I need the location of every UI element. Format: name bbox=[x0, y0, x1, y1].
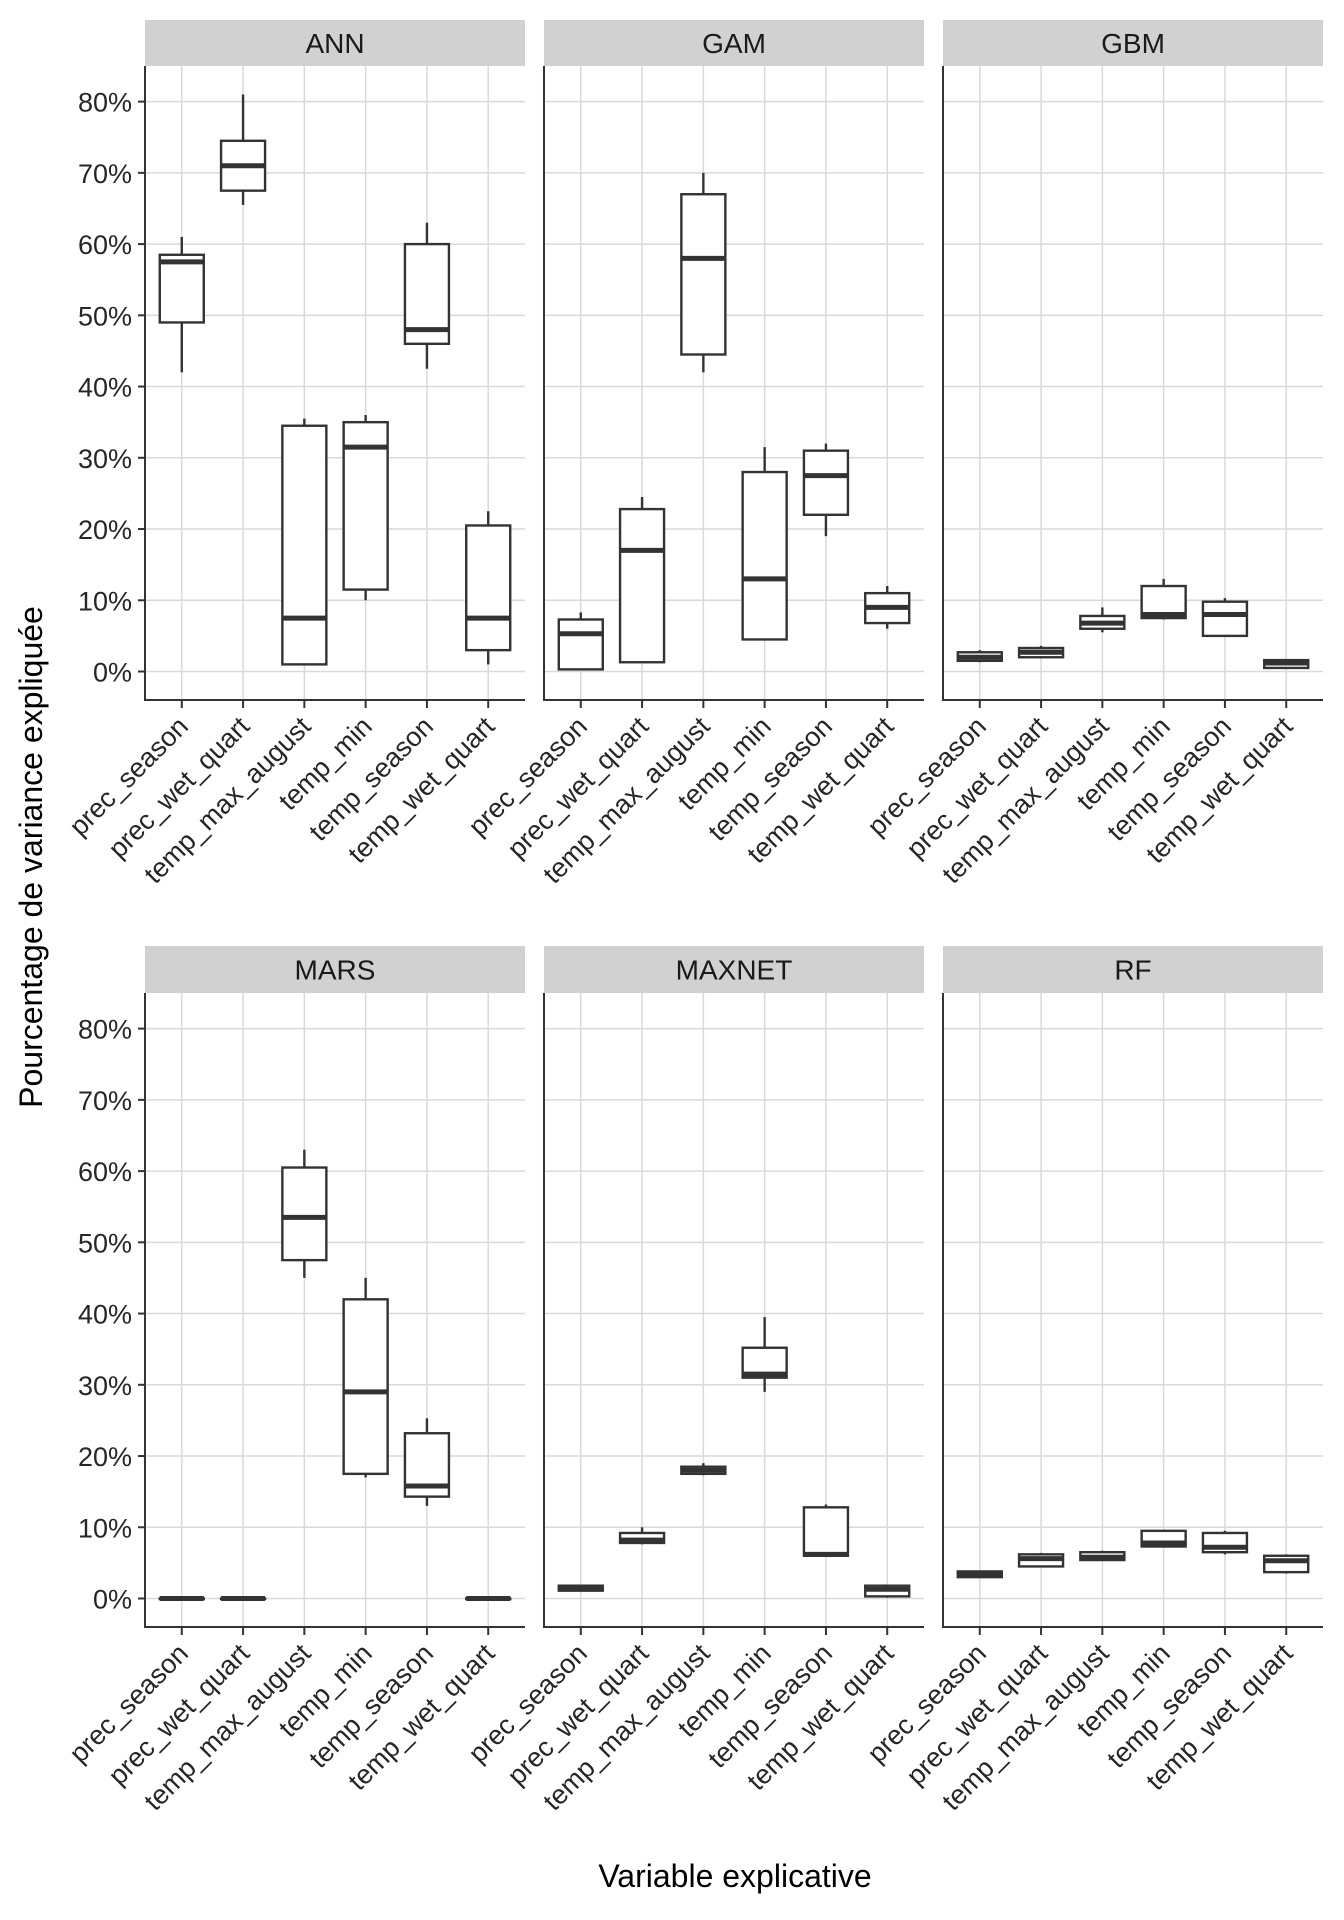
y-axis-title: Pourcentage de variance expliquée bbox=[13, 606, 49, 1108]
box-ann-temp-min bbox=[342, 420, 389, 591]
y-tick-label-mars-8: 80% bbox=[78, 1015, 132, 1045]
box-gam-prec-season bbox=[557, 618, 604, 671]
y-tick-label-mars-6: 60% bbox=[78, 1157, 132, 1187]
facet-title-gam: GAM bbox=[702, 28, 766, 59]
box-rf-temp-wet-quart bbox=[1263, 1554, 1310, 1574]
y-tick-label-ann-3: 30% bbox=[78, 444, 132, 474]
x-axis-title: Variable explicative bbox=[598, 1858, 871, 1894]
facet-title-rf: RF bbox=[1114, 955, 1151, 986]
box-gbm-temp-season bbox=[1201, 600, 1249, 638]
facet-strip-gbm bbox=[943, 20, 1323, 66]
y-tick-label-mars-2: 20% bbox=[78, 1442, 132, 1472]
y-tick-label-mars-4: 40% bbox=[78, 1300, 132, 1330]
y-tick-label-ann-7: 70% bbox=[78, 159, 132, 189]
y-tick-label-ann-2: 20% bbox=[78, 515, 132, 545]
y-tick-label-ann-5: 50% bbox=[78, 301, 132, 331]
y-tick-label-ann-6: 60% bbox=[78, 230, 132, 260]
y-tick-label-mars-3: 30% bbox=[78, 1371, 132, 1401]
y-tick-label-ann-4: 40% bbox=[78, 373, 132, 403]
y-tick-label-mars-5: 50% bbox=[78, 1228, 132, 1258]
y-tick-label-mars-1: 10% bbox=[78, 1513, 132, 1543]
y-tick-label-ann-1: 10% bbox=[78, 586, 132, 616]
facet-strip-mars bbox=[145, 946, 525, 993]
y-tick-label-ann-8: 80% bbox=[78, 88, 132, 118]
facet-title-maxnet: MAXNET bbox=[676, 955, 793, 986]
box-mars-temp-max-august bbox=[281, 1166, 328, 1262]
facet-strip-gam bbox=[544, 20, 924, 66]
y-tick-label-mars-7: 70% bbox=[78, 1086, 132, 1116]
box-gam-temp-season bbox=[802, 449, 850, 516]
y-tick-label-ann-0: 0% bbox=[93, 658, 132, 688]
facet-title-ann: ANN bbox=[305, 28, 364, 59]
facet-strip-ann bbox=[145, 20, 525, 66]
box-gam-prec-wet-quart bbox=[618, 507, 666, 664]
box-ann-temp-wet-quart bbox=[465, 524, 512, 652]
facet-strip-maxnet bbox=[544, 946, 924, 993]
box-ann-temp-max-august bbox=[281, 424, 328, 666]
facet-title-mars: MARS bbox=[295, 955, 376, 986]
box-maxnet-temp-season bbox=[802, 1506, 850, 1557]
facet-strip-rf bbox=[943, 946, 1323, 993]
box-gam-temp-max-august bbox=[680, 193, 727, 356]
y-tick-label-mars-0: 0% bbox=[93, 1585, 132, 1615]
box-mars-temp-min bbox=[342, 1298, 389, 1476]
box-ann-prec-season bbox=[158, 253, 205, 324]
facet-title-gbm: GBM bbox=[1101, 28, 1165, 59]
box-gam-temp-min bbox=[741, 470, 788, 641]
